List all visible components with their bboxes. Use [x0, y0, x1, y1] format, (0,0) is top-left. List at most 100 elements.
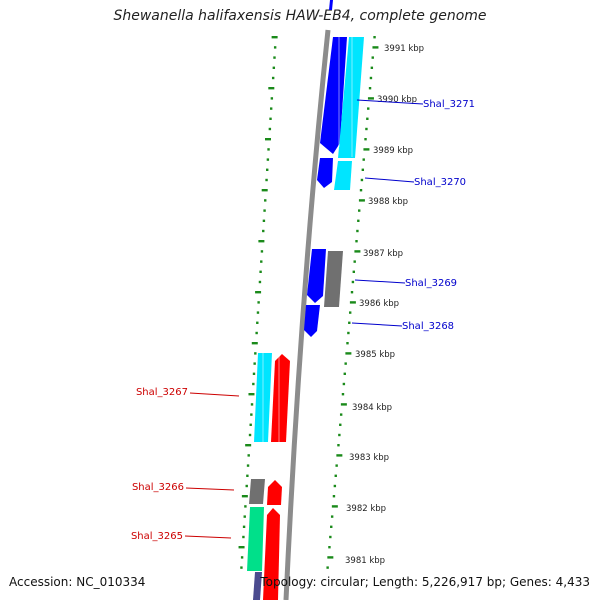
ruler-tick	[246, 474, 249, 477]
ruler-tick	[329, 535, 332, 539]
ruler-tick	[248, 393, 255, 396]
kbp-tick-label: 3990 kbp	[377, 95, 417, 105]
ruler-tick	[270, 97, 274, 100]
gene-block	[247, 507, 264, 571]
ruler-tick	[365, 127, 368, 131]
ruler-tick	[369, 76, 373, 80]
kbp-tick-label: 3985 kbp	[355, 350, 395, 360]
gene-label[interactable]: Shal_3268	[402, 321, 454, 332]
ruler-tick	[367, 97, 374, 100]
gene-label-leader	[189, 392, 240, 397]
ruler-tick	[327, 556, 334, 559]
ruler-tick	[354, 250, 361, 253]
kbp-tick-label: 3991 kbp	[384, 44, 424, 54]
ruler-tick	[346, 342, 349, 345]
ruler-tick	[255, 331, 258, 335]
genome-backbone	[283, 29, 331, 600]
kbp-tick-label: 3987 kbp	[363, 249, 403, 259]
gene-label[interactable]: Shal_3267	[136, 387, 188, 398]
ruler-tick	[339, 413, 343, 416]
gene-label-leader	[351, 322, 403, 327]
ruler-tick	[242, 525, 246, 528]
gene-block	[338, 37, 364, 158]
ruler-tick	[252, 372, 256, 375]
ruler-tick	[344, 362, 347, 365]
gene-label[interactable]: Shal_3265	[131, 531, 183, 542]
gene-label[interactable]: Shal_3269	[405, 278, 457, 289]
gene-arrow-forward	[307, 249, 326, 303]
ruler-tick	[244, 505, 247, 508]
ruler-tick	[250, 413, 253, 416]
ruler-tick	[258, 240, 265, 243]
ruler-tick	[263, 209, 266, 212]
ruler-tick	[359, 189, 363, 192]
ruler-tick	[339, 423, 342, 426]
ruler-tick	[349, 301, 356, 304]
ruler-tick	[256, 311, 260, 314]
ruler-tick	[250, 403, 254, 406]
ruler-tick	[269, 117, 272, 120]
ruler-tick	[269, 107, 273, 110]
ruler-tick	[366, 117, 369, 120]
ruler-tick	[247, 454, 250, 457]
ruler-tick	[258, 280, 262, 284]
backbone-top-mark	[329, 0, 333, 10]
gene-block	[249, 479, 265, 504]
gene-arrow-reverse	[271, 354, 290, 442]
gene-label-leader	[185, 487, 235, 491]
gene-arrow-forward	[304, 305, 320, 337]
ruler-tick	[240, 566, 243, 569]
ruler-tick	[357, 219, 360, 222]
ruler-tick	[245, 444, 252, 447]
ruler-tick	[340, 403, 347, 406]
ruler-tick	[260, 250, 264, 253]
gene-label[interactable]: Shal_3271	[423, 99, 475, 110]
ruler-tick	[335, 464, 338, 467]
ruler-tick	[267, 148, 270, 151]
kbp-tick-labels: 3991 kbp 3990 kbp 3989 kbp 3988 kbp 3987 kbp…	[345, 44, 424, 566]
gene-label[interactable]: Shal_3270	[414, 177, 466, 188]
gene-label-leader	[354, 279, 406, 284]
ruler-tick	[266, 158, 270, 161]
ruler-tick	[243, 515, 246, 518]
ruler-tick	[353, 260, 356, 263]
ruler-tick	[265, 178, 268, 182]
ruler-tick	[259, 270, 262, 273]
gene-highlight	[262, 353, 264, 442]
ruler-tick	[261, 189, 268, 192]
ruler-tick	[266, 168, 269, 171]
kbp-tick-label: 3983 kbp	[349, 453, 389, 463]
gene-arrow-reverse	[263, 508, 280, 600]
ruler-tick	[348, 311, 352, 314]
ruler-tick	[363, 148, 370, 151]
ruler-tick	[241, 495, 248, 498]
ruler-tick	[252, 382, 255, 386]
ruler-tick	[249, 423, 252, 426]
ruler-tick	[345, 352, 352, 355]
gene-highlight	[351, 37, 353, 157]
gene-label-leader	[364, 177, 415, 183]
kbp-tick-label: 3981 kbp	[345, 556, 385, 566]
ruler-tick	[264, 199, 267, 202]
gene-label-group: Shal_3271 Shal_3270 Shal_3269 Shal_3268 Shal…	[131, 99, 475, 542]
ruler-tick	[355, 240, 358, 243]
gene-block	[253, 572, 262, 600]
ruler-tick	[271, 76, 275, 80]
ruler-tick	[342, 382, 346, 386]
ruler-tick	[272, 66, 276, 69]
ruler-tick	[362, 158, 365, 161]
ruler-tick	[246, 464, 250, 467]
ruler-tick	[331, 505, 338, 508]
ruler-tick	[251, 342, 258, 345]
ruler-tick	[328, 546, 331, 549]
gene-label[interactable]: Shal_3266	[132, 482, 184, 493]
gene-features	[247, 37, 364, 600]
ruler-tick	[348, 321, 351, 324]
ruler-tick	[330, 515, 334, 518]
ruler-tick	[367, 107, 370, 110]
gene-block	[334, 161, 352, 190]
ruler-tick	[341, 393, 345, 396]
ruler-tick	[373, 36, 376, 39]
gene-block	[324, 251, 343, 307]
gene-arrow-forward	[320, 37, 347, 154]
